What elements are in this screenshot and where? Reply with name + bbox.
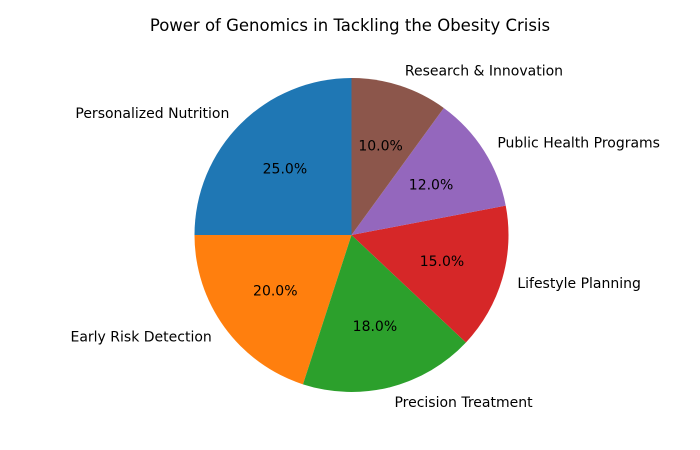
- pie-slice-early-risk-detection: [194, 235, 352, 385]
- slice-label-early-risk-detection: Early Risk Detection: [70, 329, 211, 345]
- slice-percent-public-health-programs: 12.0%: [409, 177, 453, 193]
- slice-label-personalized-nutrition: Personalized Nutrition: [75, 106, 229, 122]
- pie-slice-research-innovation: [351, 78, 444, 235]
- slice-percent-precision-treatment: 18.0%: [353, 319, 397, 335]
- pie-slice-lifestyle-planning: [351, 205, 509, 343]
- slice-label-precision-treatment: Precision Treatment: [394, 395, 533, 411]
- pie-slice-precision-treatment: [302, 235, 466, 393]
- chart-title: Power of Genomics in Tackling the Obesit…: [149, 16, 551, 35]
- slice-label-lifestyle-planning: Lifestyle Planning: [517, 276, 641, 292]
- slice-percent-early-risk-detection: 20.0%: [253, 283, 297, 299]
- slice-percent-lifestyle-planning: 15.0%: [420, 254, 464, 270]
- pie-slice-public-health-programs: [351, 107, 506, 235]
- slice-label-research-innovation: Research & Innovation: [405, 64, 563, 80]
- pie-slice-personalized-nutrition: [194, 78, 352, 235]
- slice-percent-research-innovation: 10.0%: [358, 138, 402, 154]
- slice-label-public-health-programs: Public Health Programs: [497, 135, 660, 151]
- slice-percent-personalized-nutrition: 25.0%: [263, 161, 307, 177]
